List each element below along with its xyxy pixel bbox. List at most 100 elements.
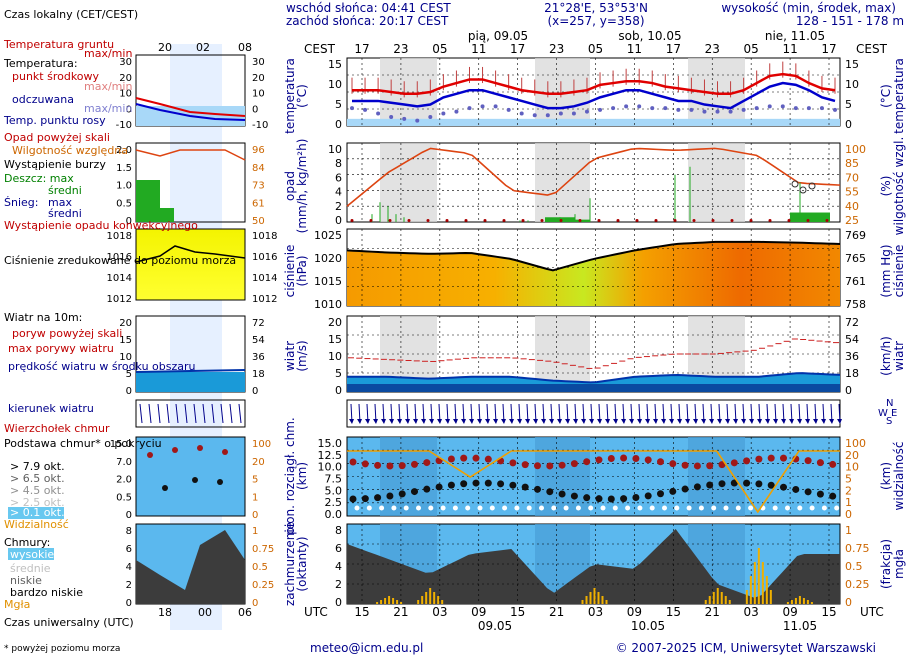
cloud-base-dot-light: [772, 505, 778, 511]
cloud-base-dot: [497, 480, 505, 488]
legend-okt-1: > 7.9 okt.: [10, 460, 65, 473]
conv-precip-marker: [502, 219, 506, 222]
legend-cov-right-tick: 0.25: [252, 580, 274, 591]
legend-cloud-right-tick: 20: [252, 457, 265, 468]
legend-humidity-line: [135, 149, 246, 161]
legend-cov-left-tick: 4: [126, 562, 132, 573]
legend-press-left-tick: 1012: [107, 294, 132, 305]
cloud-left-tick: 15.0: [318, 437, 343, 450]
legend-temp-mid-line: [135, 97, 246, 117]
legend-cloud-top-dot: [222, 449, 228, 455]
cloud-base-dot: [546, 488, 554, 496]
wind-arrow-head: [661, 419, 666, 424]
legend-precip-right-tick: 96: [252, 145, 265, 156]
cloud-top-dot: [681, 461, 689, 469]
fog-bar: [585, 596, 588, 604]
legend-wind-left-tick: 15: [119, 335, 132, 346]
cov-right-tick: 0.75: [845, 542, 870, 555]
cloud-base-dot-light: [575, 505, 581, 511]
dew-point-marker: [506, 107, 511, 112]
cloud-top-dot: [767, 454, 775, 462]
bottom-day-1: 09.05: [478, 619, 512, 633]
cloud-base-dot-light: [526, 505, 532, 511]
legend-okt-3: > 4.5 okt.: [10, 484, 65, 497]
cloud-base-dot: [816, 490, 824, 498]
cloud-base-dot: [620, 495, 628, 503]
cov-left-tick: 0: [335, 596, 342, 609]
wind-arrow-head: [813, 419, 818, 424]
legend-hour-06: 06: [238, 606, 252, 619]
legend-cloud-left-tick: 0.5: [116, 492, 132, 503]
dew-point-marker: [650, 106, 655, 111]
header: wschód słońca: 04:41 CEST zachód słońca:…: [286, 1, 904, 28]
legend-clouds-title: Chmury:: [4, 536, 50, 549]
legend-cloud-top-dot: [172, 447, 178, 453]
bottom-day-3: 11.05: [783, 619, 817, 633]
cloud-base-dot: [521, 483, 529, 491]
press-left-tick: 1015: [314, 275, 342, 288]
temp-left-tick: 10: [328, 78, 342, 91]
cloud-top-dot: [620, 454, 628, 462]
legend-cov-left-tick: 8: [126, 526, 132, 537]
legend-press-right-tick: 1014: [252, 273, 277, 284]
wind-arrow-head: [509, 419, 514, 424]
legend-okt-5: > 0.1 okt.: [10, 506, 65, 519]
compass-n: N: [886, 398, 893, 409]
legend-cov-left-tick: 2: [126, 580, 132, 591]
cloud-base-dot: [792, 485, 800, 493]
cloud-base-dot-light: [748, 505, 754, 511]
cloud-base-dot-light: [563, 505, 569, 511]
cloud-base-dot-light: [662, 505, 667, 511]
cloud-top-dot: [570, 460, 578, 468]
legend-cloud-base-dot: [162, 485, 168, 491]
precip-right-tick: 85: [845, 157, 859, 170]
cloud-base-dot-light: [600, 505, 606, 511]
top-hour-label: 17: [666, 42, 681, 56]
legend-wind-right-tick: 0: [252, 386, 258, 397]
top-hour-label: 05: [432, 42, 447, 56]
legend-temp-ground-sub: max/min: [84, 47, 132, 60]
legend-temp-dew: Temp. punktu rosy: [3, 114, 106, 127]
legend-hour-00: 00: [198, 606, 212, 619]
wind-left-tick: 5: [335, 367, 342, 380]
legend-temp-felt: odczuwana: [12, 93, 74, 106]
precip-night-band: [535, 143, 590, 222]
cloud-base-dot: [570, 492, 578, 500]
legend-wind-line: [135, 369, 246, 373]
wind-arrow-head: [389, 419, 394, 424]
email-link[interactable]: meteo@icm.edu.pl: [310, 641, 423, 655]
dew-point-marker: [428, 115, 433, 120]
cloud-top-dot: [804, 457, 812, 465]
legend-cloud-right-tick: 5: [252, 475, 258, 486]
conv-precip-marker: [825, 219, 829, 222]
storm-marker: [799, 186, 807, 194]
legend-cloud-left-tick: 0: [126, 510, 132, 521]
cov-left-tick: 6: [335, 542, 342, 555]
legend-cloud-right-tick: 1: [252, 492, 258, 503]
conv-precip-marker: [692, 219, 696, 222]
cloud-top-dot: [349, 458, 357, 466]
dew-point-marker: [558, 111, 563, 116]
vis-r-unit: (km): [879, 462, 893, 490]
day-label-3: nie, 11.05: [765, 29, 825, 43]
conv-precip-marker: [616, 219, 620, 222]
legend-precip-left-tick: 0.5: [116, 198, 132, 209]
dew-point-marker: [741, 107, 746, 112]
legend-temp-right-tick: 20: [252, 73, 265, 84]
cloud-base-dot: [718, 480, 726, 488]
tz-top: CEST: [304, 42, 336, 56]
dew-point-marker: [402, 116, 407, 121]
legend-rain: Deszcz: max: [4, 172, 74, 185]
dew-point-marker: [728, 109, 733, 114]
cloud-top-dot: [386, 462, 394, 470]
legend-wind-right-tick: 72: [252, 318, 265, 329]
cloud-top-dot: [595, 456, 603, 464]
fog-bar: [720, 592, 723, 604]
cloud-right-tick: 1: [845, 496, 852, 509]
legend-rain-bars: [136, 180, 160, 222]
cloud-right-tick: 0: [845, 508, 852, 521]
legend-wind-left-tick: 0: [126, 386, 132, 397]
dew-point-marker: [480, 104, 485, 109]
okt-5-highlight: [8, 507, 64, 519]
conv-precip-marker: [635, 219, 639, 222]
